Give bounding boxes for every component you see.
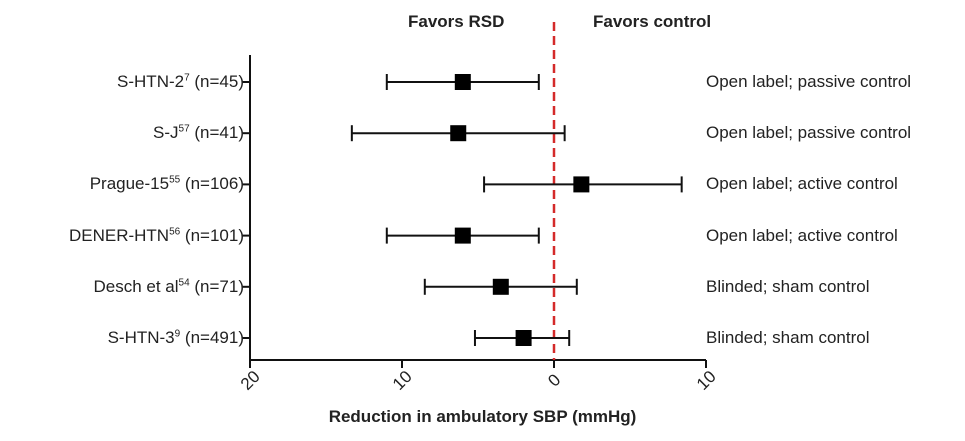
study-name: DENER-HTN	[68, 225, 170, 245]
point-estimate	[450, 125, 467, 142]
study-reference: 9	[174, 328, 181, 340]
favors-rsd-header: Favors RSD	[408, 12, 505, 31]
x-tick-label: 10	[389, 367, 416, 394]
study-design-label: Blinded; sham control	[706, 328, 870, 347]
study-name: S-HTN-2	[117, 72, 185, 91]
point-estimate	[454, 227, 471, 244]
study-label: Desch et al54 (n=71)	[93, 277, 244, 297]
study-design-label: Open label; passive control	[706, 123, 912, 143]
study-design-label: Open label; active control	[706, 225, 898, 245]
point-estimate	[573, 176, 590, 193]
x-tick-label: 10	[693, 367, 720, 394]
point-estimate	[492, 278, 509, 295]
study-sample-size: (n=491)	[180, 328, 244, 347]
study-design-label: Open label; active control	[706, 174, 898, 194]
point-estimate	[515, 330, 532, 346]
study-design-label: Blinded; sham control	[706, 276, 870, 296]
x-tick-label: 20	[237, 367, 264, 394]
x-axis-label: Reduction in ambulatory SBP (mmHg)	[328, 407, 637, 426]
study-reference: 55	[169, 174, 181, 186]
study-name: S-J	[153, 123, 179, 143]
favors-control-header: Favors control	[593, 12, 712, 31]
study-label: Prague-1555 (n=106)	[90, 174, 244, 194]
study-reference: 56	[169, 225, 181, 237]
point-estimate	[454, 74, 471, 90]
study-reference: 54	[178, 277, 190, 289]
study-label: S-HTN-39 (n=491)	[108, 328, 244, 348]
study-label: S-J57 (n=41)	[153, 123, 244, 143]
study-sample-size: (n=71)	[189, 276, 244, 296]
study-name: S-HTN-3	[107, 328, 175, 347]
study-sample-size: (n=41)	[189, 123, 244, 143]
study-label: S-HTN-27 (n=45)	[117, 72, 244, 92]
x-tick-label: 0	[544, 370, 564, 390]
study-name: Desch et al	[93, 276, 179, 296]
study-sample-size: (n=101)	[180, 225, 244, 245]
study-reference: 57	[178, 123, 190, 135]
study-design-label: Open label; passive control	[706, 72, 912, 91]
study-sample-size: (n=106)	[180, 174, 244, 194]
study-label: DENER-HTN56 (n=101)	[69, 226, 244, 246]
study-name: Prague-15	[89, 174, 170, 194]
study-sample-size: (n=45)	[189, 72, 244, 91]
study-reference: 7	[184, 72, 190, 84]
